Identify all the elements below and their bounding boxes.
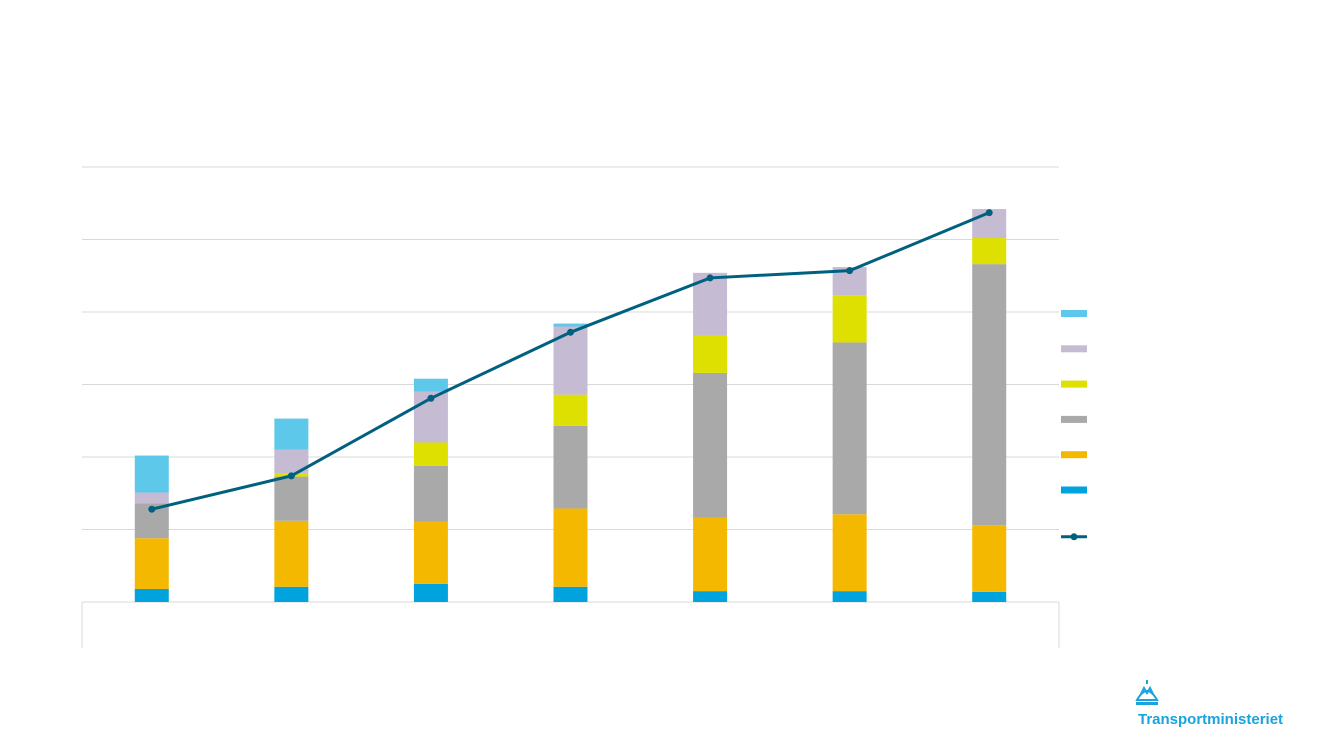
legend-marker: [1070, 533, 1078, 541]
line-point: [427, 394, 435, 402]
line-point: [985, 209, 993, 217]
legend-swatch: [1061, 310, 1087, 317]
bar-segment: [134, 455, 169, 493]
bar-segment: [693, 517, 728, 592]
bar-segment: [134, 538, 169, 589]
bar-segment: [693, 335, 728, 373]
line-point: [148, 505, 156, 513]
line-point: [706, 274, 714, 282]
line-point: [846, 267, 854, 275]
bar-segment: [134, 492, 169, 504]
bar-segment: [972, 264, 1007, 526]
bar-segment: [134, 588, 169, 602]
logo: Transportministeriet: [1135, 680, 1283, 728]
line-point: [287, 472, 295, 480]
legend-swatch: [1061, 380, 1087, 388]
bar-segment: [693, 372, 728, 518]
bar-segment: [832, 295, 867, 343]
bar-segment: [553, 394, 588, 426]
bar-segment: [413, 378, 448, 392]
line-point: [567, 328, 574, 336]
bar-segment: [553, 323, 588, 327]
bar-segment: [693, 591, 728, 602]
legend-swatch: [1061, 451, 1087, 459]
bar-segment: [274, 586, 309, 602]
crown-base: [1136, 702, 1158, 705]
bar-segment: [413, 465, 448, 522]
bar-segment: [972, 525, 1007, 592]
bar-segment: [274, 418, 309, 450]
bar-segment: [553, 425, 588, 509]
bar-segment: [274, 520, 309, 587]
bar-segment: [413, 442, 448, 466]
bar-segment: [553, 508, 588, 587]
bar-segment: [972, 238, 1007, 265]
legend-swatch: [1061, 345, 1087, 353]
bar-segment: [413, 521, 448, 584]
bar-segment: [832, 514, 867, 592]
crown-icon: [1135, 680, 1159, 701]
bar-segment: [832, 591, 867, 602]
legend-swatch: [1061, 415, 1087, 423]
bar-segment: [274, 476, 309, 521]
bar-segment: [832, 342, 867, 515]
bar-segment: [972, 591, 1007, 602]
bar-segment: [274, 449, 309, 474]
legend-swatch: [1061, 486, 1087, 494]
brand-name: Transportministeriet: [1138, 711, 1283, 728]
bar-segment: [553, 586, 588, 602]
bar-segment: [413, 583, 448, 602]
